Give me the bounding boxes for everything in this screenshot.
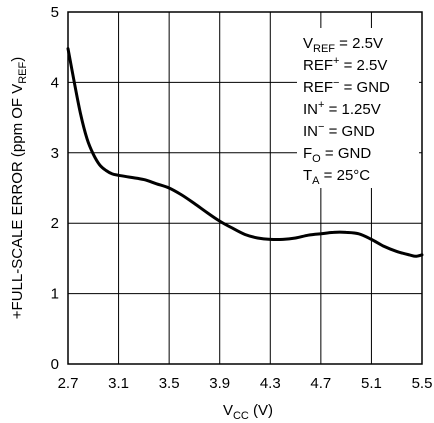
note-main: REF <box>303 79 333 96</box>
note-sub: REF <box>313 43 335 55</box>
y-tick-label: 3 <box>51 145 59 162</box>
note-sub: A <box>312 175 320 187</box>
x-tick-label: 2.7 <box>58 375 79 392</box>
y-axis-label-main: +FULL-SCALE ERROR (ppm OF V <box>9 84 26 319</box>
note-sup: + <box>333 55 339 67</box>
y-tick-labels: 0 1 2 3 4 5 <box>51 4 59 373</box>
note-main: REF <box>303 57 333 74</box>
note-main: IN <box>303 123 318 140</box>
note-main: IN <box>303 101 318 118</box>
y-tick-label: 0 <box>51 356 59 373</box>
note-value: = 2.5V <box>339 57 387 74</box>
x-tick-label: 3.9 <box>209 375 230 392</box>
y-tick-label: 2 <box>51 215 59 232</box>
note-value: = 25°C <box>320 167 371 184</box>
x-tick-label: 5.1 <box>361 375 382 392</box>
condition-note: FO = GND <box>303 145 371 165</box>
x-axis-label-unit: (V) <box>249 402 273 419</box>
note-main: T <box>303 167 312 184</box>
note-value: = 2.5V <box>335 35 383 52</box>
x-axis-label-main: V <box>223 402 233 419</box>
x-axis-label-sub: CC <box>233 410 249 422</box>
note-sup: − <box>333 77 339 89</box>
y-axis-label-sub: REF <box>17 61 29 83</box>
note-value: = GND <box>321 145 372 162</box>
condition-note: REF− = GND <box>303 77 390 96</box>
y-tick-label: 5 <box>51 4 59 21</box>
y-axis-label-end: ) <box>9 57 26 62</box>
note-sup: − <box>318 121 324 133</box>
condition-note: REF+ = 2.5V <box>303 55 387 74</box>
condition-note: TA = 25°C <box>303 167 370 187</box>
note-value: = 1.25V <box>324 101 380 118</box>
x-axis-label: VCC (V) <box>223 402 273 422</box>
x-tick-label: 3.1 <box>108 375 129 392</box>
condition-note: IN+ = 1.25V <box>303 99 381 118</box>
x-tick-label: 5.5 <box>412 375 433 392</box>
x-tick-label: 3.5 <box>159 375 180 392</box>
note-sub: O <box>312 153 321 165</box>
condition-notes-background <box>297 28 419 188</box>
condition-note: IN− = GND <box>303 121 375 140</box>
x-tick-labels: 2.7 3.1 3.5 3.9 4.3 4.7 5.1 5.5 <box>58 375 433 392</box>
x-tick-label: 4.7 <box>310 375 331 392</box>
x-tick-label: 4.3 <box>260 375 281 392</box>
condition-note: VREF = 2.5V <box>303 35 383 55</box>
plot-frame <box>67 11 423 365</box>
series-line <box>66 47 424 258</box>
y-tick-label: 1 <box>51 286 59 303</box>
note-value: = GND <box>324 123 375 140</box>
y-tick-label: 4 <box>51 74 59 91</box>
note-main: V <box>303 35 313 52</box>
note-sup: + <box>318 99 324 111</box>
note-main: F <box>303 145 312 162</box>
y-axis-label: +FULL-SCALE ERROR (ppm OF VREF) <box>9 57 29 319</box>
note-value: = GND <box>339 79 390 96</box>
